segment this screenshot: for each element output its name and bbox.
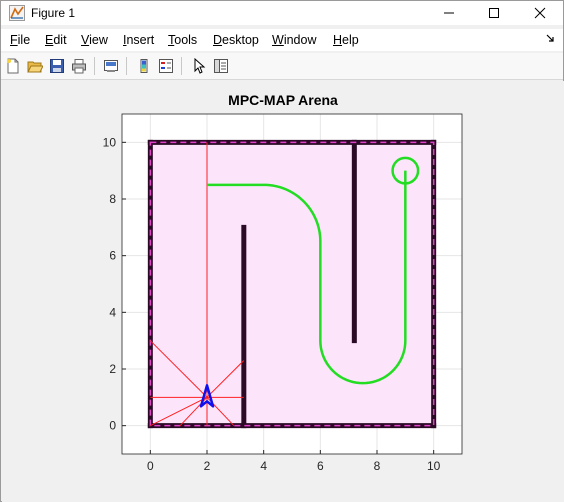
toolbar-separator bbox=[181, 57, 182, 75]
sensor-ray-8 bbox=[149, 340, 208, 398]
menu-desktop[interactable]: Desktop bbox=[213, 33, 259, 47]
link-plot-icon[interactable] bbox=[102, 57, 120, 75]
plot-title: MPC-MAP Arena bbox=[228, 92, 338, 108]
sensor-ray-1 bbox=[206, 360, 245, 398]
matlab-figure-icon bbox=[9, 5, 25, 21]
x-tick-label: 8 bbox=[374, 459, 381, 473]
dock-arrow-icon[interactable] bbox=[546, 34, 555, 46]
axes-box bbox=[121, 113, 463, 455]
menu-window[interactable]: Window bbox=[272, 33, 317, 47]
menu-help[interactable]: Help bbox=[333, 33, 359, 47]
menu-file-rest: ile bbox=[17, 33, 31, 47]
plot-axes[interactable]: 0 2 4 6 8 10 0 2 4 6 8 10 bbox=[2, 81, 564, 502]
x-tick-label: 4 bbox=[260, 459, 267, 473]
legend-icon[interactable] bbox=[157, 57, 175, 75]
minimize-icon[interactable] bbox=[426, 1, 472, 25]
y-tick-label: 10 bbox=[103, 135, 117, 149]
menu-view[interactable]: View bbox=[81, 33, 108, 47]
x-tick-label: 0 bbox=[147, 459, 154, 473]
y-tick-label: 6 bbox=[109, 249, 116, 263]
figure-toolbar bbox=[1, 53, 563, 80]
open-file-icon[interactable] bbox=[26, 57, 44, 75]
save-icon[interactable] bbox=[48, 57, 66, 75]
window-title: Figure 1 bbox=[31, 6, 76, 20]
toolbar-separator bbox=[126, 57, 127, 75]
menu-insert[interactable]: Insert bbox=[123, 33, 155, 47]
print-icon[interactable] bbox=[70, 57, 88, 75]
menu-bar: File Edit View Insert Tools Desktop Wind… bbox=[1, 29, 563, 51]
property-inspector-icon[interactable] bbox=[212, 57, 230, 75]
pointer-icon[interactable] bbox=[190, 57, 208, 75]
maximize-icon[interactable] bbox=[471, 1, 517, 25]
x-tick-label: 2 bbox=[204, 459, 211, 473]
figure-canvas[interactable]: MPC-MAP Arena 0 2 4 6 8 10 0 2 4 6 8 10 bbox=[2, 81, 564, 502]
x-tick-label: 6 bbox=[317, 459, 324, 473]
menu-edit[interactable]: Edit bbox=[45, 33, 67, 47]
new-figure-icon[interactable] bbox=[4, 57, 22, 75]
close-icon[interactable] bbox=[517, 1, 563, 25]
sensor-ray-6 bbox=[150, 396, 208, 427]
colorbar-icon[interactable] bbox=[135, 57, 153, 75]
y-tick-label: 8 bbox=[109, 192, 116, 206]
arena-boundary-dashed bbox=[149, 141, 435, 427]
menu-file[interactable]: File bbox=[10, 33, 31, 47]
arena-area bbox=[150, 142, 434, 426]
x-tick-label: 10 bbox=[427, 459, 441, 473]
reference-path bbox=[207, 170, 407, 385]
y-tick-label: 4 bbox=[109, 305, 116, 319]
goal-circle bbox=[391, 156, 420, 185]
robot-marker bbox=[199, 384, 215, 408]
title-bar[interactable]: Figure 1 bbox=[1, 1, 563, 25]
toolbar-separator bbox=[94, 57, 95, 75]
y-tick-label: 2 bbox=[109, 362, 116, 376]
menu-tools[interactable]: Tools bbox=[168, 33, 198, 47]
y-tick-label: 0 bbox=[109, 419, 116, 433]
